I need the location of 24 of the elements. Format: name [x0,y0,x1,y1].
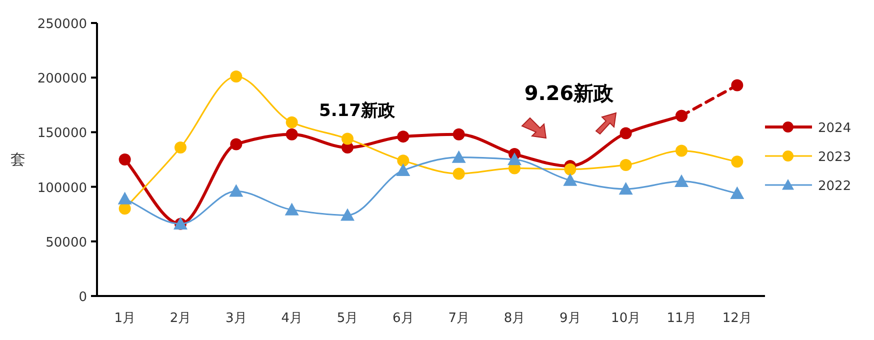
y-tick-label: 50000 [46,235,87,250]
x-tick-label: 11月 [666,311,696,326]
x-tick-label: 4月 [281,311,302,326]
y-tick-label: 150000 [37,126,87,142]
legend-label: 2022 [818,179,852,194]
y-axis-title: 套 [10,150,26,168]
x-tick-label: 7月 [448,311,470,326]
y-tick-label: 100000 [37,180,87,196]
y-tick-label: 200000 [37,72,87,87]
y-tick-label: 250000 [37,17,87,32]
x-tick-label: 5月 [336,311,358,326]
x-tick-label: 3月 [226,311,247,326]
y-tick-label: 0 [78,290,87,305]
legend-label: 2023 [818,150,852,165]
annotation: 9.26新政 [524,81,615,105]
x-tick-label: 8月 [504,311,526,326]
x-tick-label: 10月 [611,311,641,326]
x-tick-label: 1月 [114,311,136,326]
x-tick-label: 12月 [722,311,752,326]
annotation: 5.17新政 [319,101,396,121]
legend-label: 2024 [818,121,852,136]
x-tick-label: 2月 [170,311,192,326]
x-tick-label: 9月 [560,311,581,326]
x-tick-label: 6月 [392,311,414,326]
